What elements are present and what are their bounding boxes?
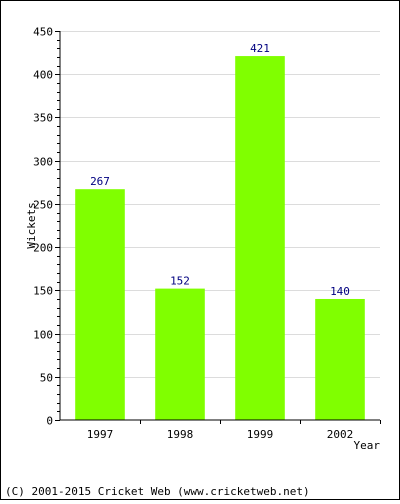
y-tick-label: 200 (33, 242, 53, 255)
labels-layer: 0 50 100 150 200 250 300 350 400 450 267 1997 152 199… (33, 26, 353, 442)
ticks-layer (55, 31, 381, 424)
x-tick-label: 1997 (87, 428, 114, 441)
y-tick-label: 300 (33, 156, 53, 169)
x-tick-label: 1999 (247, 428, 274, 441)
data-label: 421 (250, 42, 270, 55)
y-axis-title: Wickets (25, 202, 38, 248)
x-axis-title: Year (354, 439, 381, 452)
y-tick-label: 250 (33, 199, 53, 212)
bar (75, 189, 125, 420)
bar (235, 56, 285, 421)
y-tick-label: 450 (33, 26, 53, 39)
y-tick-label: 350 (33, 112, 53, 125)
y-tick-label: 400 (33, 69, 53, 82)
bar (315, 298, 365, 420)
y-tick-label: 50 (40, 372, 53, 385)
y-tick-label: 0 (46, 415, 53, 428)
data-label: 267 (90, 175, 110, 188)
y-tick-label: 150 (33, 285, 53, 298)
data-label: 140 (330, 285, 350, 298)
x-tick-label: 1998 (167, 428, 194, 441)
y-tick-label: 100 (33, 329, 53, 342)
x-tick-label: 2002 (327, 428, 354, 441)
copyright-footer: (C) 2001-2015 Cricket Web (www.cricketwe… (5, 485, 310, 498)
data-label: 152 (170, 275, 190, 288)
bar (155, 288, 205, 420)
bars-layer (75, 56, 365, 421)
